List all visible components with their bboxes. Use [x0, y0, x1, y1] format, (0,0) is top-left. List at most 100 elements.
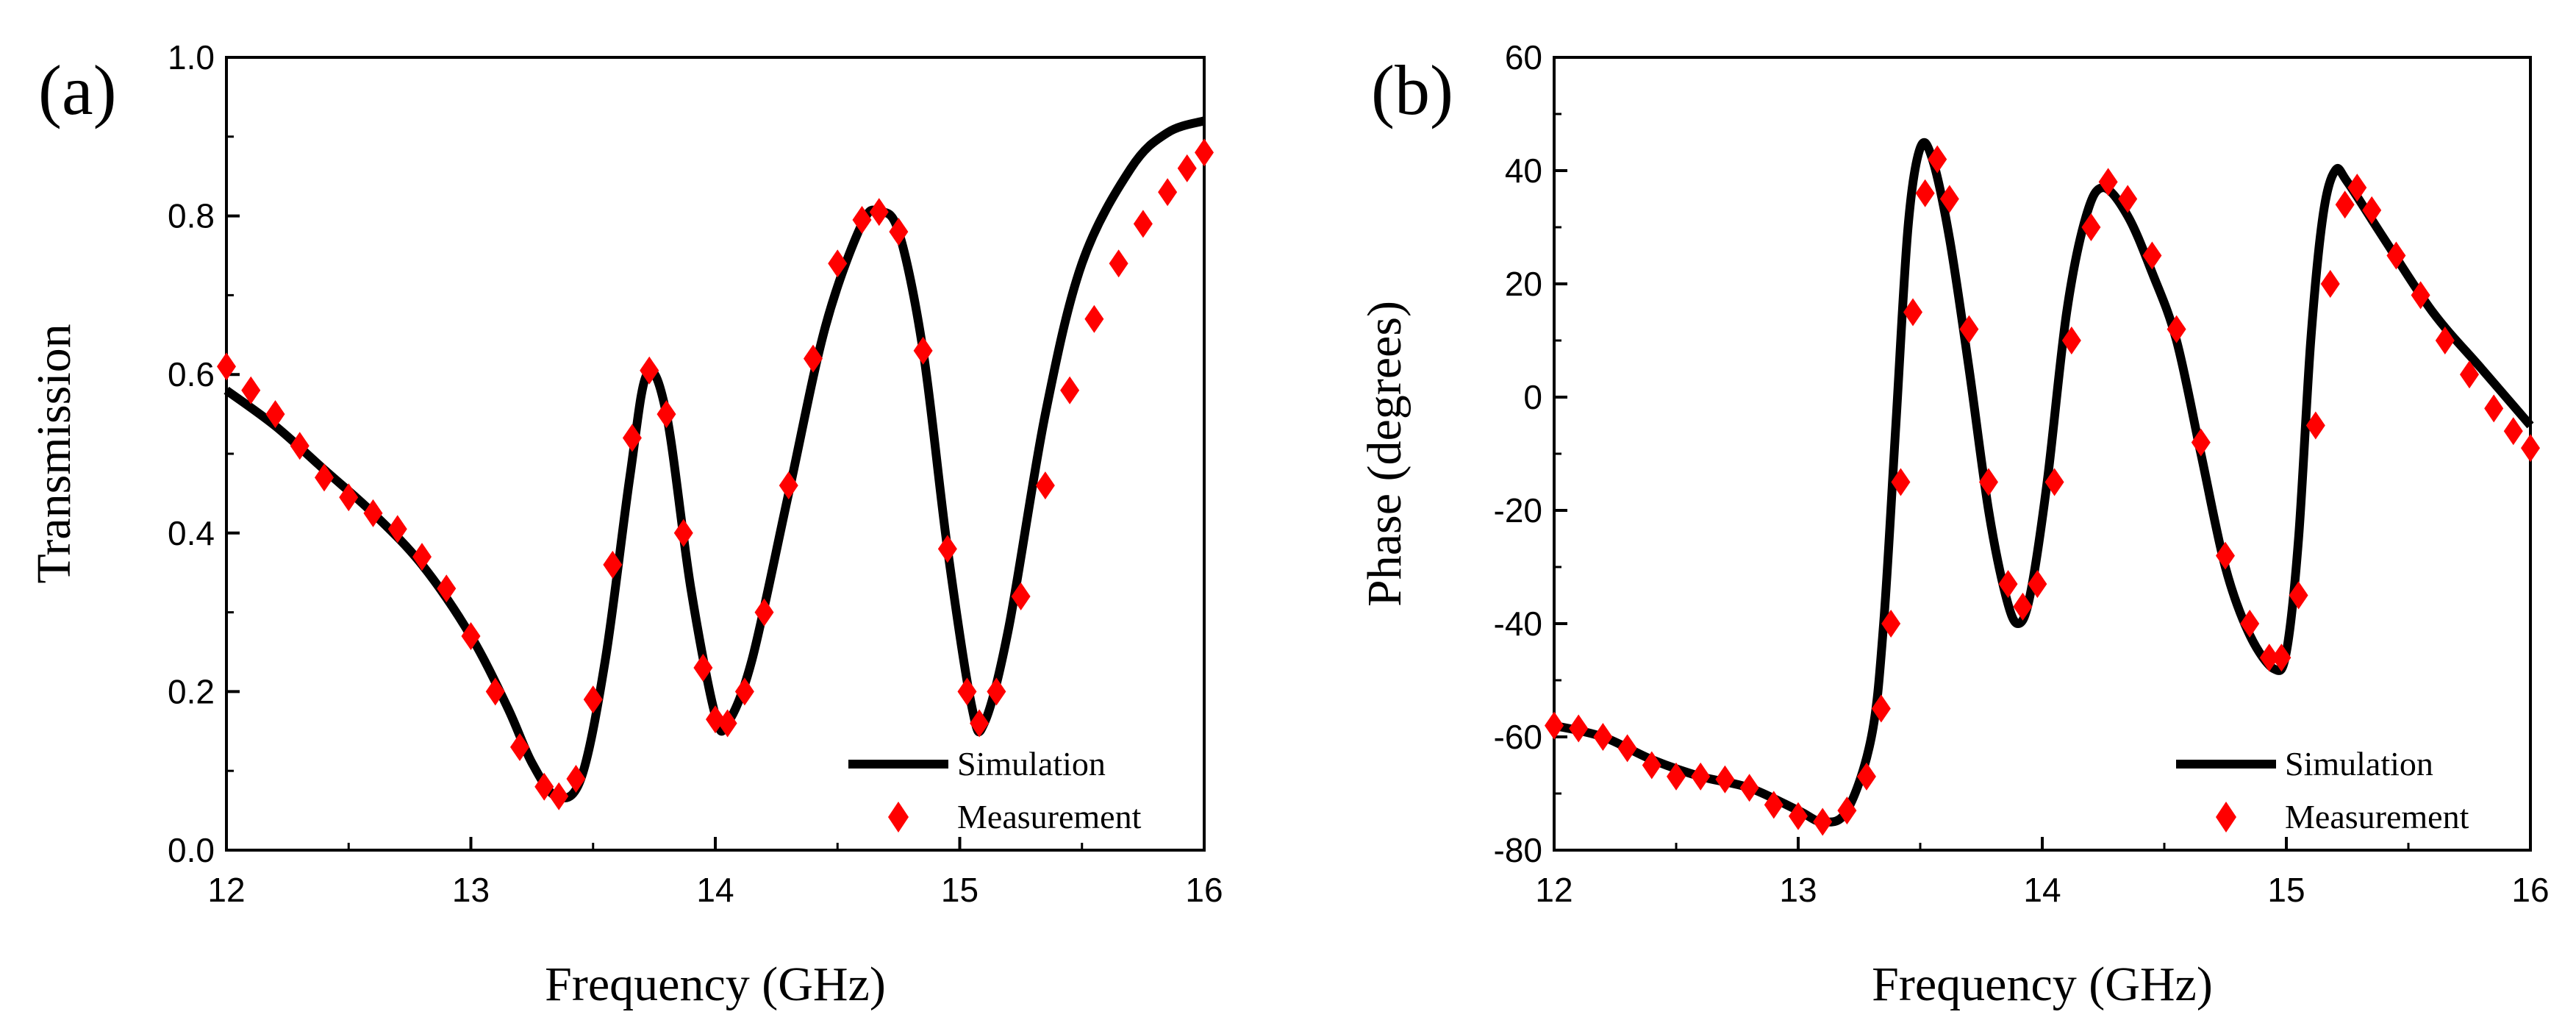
measurement-point: [2289, 581, 2308, 610]
measurement-point: [970, 709, 990, 738]
measurement-point: [2320, 270, 2340, 298]
x-tick-label: 16: [1185, 871, 1223, 909]
measurement-point: [549, 782, 569, 810]
measurement-point: [1109, 249, 1128, 278]
measurement-point: [1739, 774, 1759, 802]
measurement-point: [913, 336, 933, 365]
measurement-point: [2142, 241, 2162, 270]
measurement-point: [1789, 802, 1808, 830]
y-tick-label: -60: [1494, 718, 1542, 756]
chart-panel-a: (a) 12 13 14 15 16 0.0 0.2 0.4 0.6 0.8 1.0 Frequen…: [27, 38, 1223, 1011]
measurement-point: [1593, 723, 1613, 751]
legend-marker-measurement-b: [2216, 802, 2236, 832]
x-tick-label: 12: [207, 871, 245, 909]
measurement-point: [2435, 327, 2455, 354]
legend-a: Simulation Measurement: [848, 745, 1142, 835]
measurement-point: [2191, 428, 2211, 457]
y-tick-label: 0: [1523, 378, 1542, 416]
measurement-point: [583, 685, 603, 714]
measurement-point: [534, 772, 554, 801]
measurement-point: [2098, 168, 2118, 196]
series-line-simulation: [223, 116, 1206, 802]
measurement-point: [1871, 694, 1891, 723]
x-tick-label: 16: [2511, 871, 2549, 909]
series-line-simulation: [1553, 138, 2534, 827]
measurement-point: [2484, 394, 2504, 423]
measurement-point: [1928, 145, 1947, 174]
measurement-point: [1837, 796, 1857, 825]
measurement-point: [1545, 711, 1564, 740]
measurement-point: [265, 400, 285, 429]
measurement-point: [1158, 178, 1178, 207]
measurement-point: [718, 709, 737, 738]
y-tick-label: 0.2: [168, 672, 215, 710]
y-tick-label: 60: [1505, 38, 1542, 76]
y-tick-label: 0.4: [168, 514, 215, 552]
y-axis-label-a: Transmission: [27, 324, 81, 583]
measurement-point: [656, 400, 676, 429]
legend-b: Simulation Measurement: [2176, 745, 2469, 835]
x-tick-label: 13: [452, 871, 490, 909]
measurement-point: [2240, 610, 2260, 638]
x-axis-label-a: Frequency (GHz): [545, 958, 886, 1011]
y-tick-label: 20: [1505, 265, 1542, 303]
measurement-point: [1978, 468, 1998, 496]
measurement-point: [2411, 281, 2430, 310]
x-tick-label: 12: [1535, 871, 1573, 909]
measurement-point: [1035, 471, 1055, 500]
measurement-point: [1915, 179, 1935, 207]
legend-label-measurement-a: Measurement: [957, 798, 1142, 835]
measurement-point: [2362, 196, 2382, 224]
measurement-point: [2386, 241, 2406, 270]
x-tick-label: 14: [2023, 871, 2061, 909]
measurement-point: [2081, 213, 2101, 241]
x-tick-label: 14: [696, 871, 734, 909]
measurement-point: [217, 352, 236, 381]
measurement-point: [387, 515, 407, 543]
measurement-point: [1998, 570, 2018, 599]
measurement-point: [693, 654, 713, 682]
measurement-point: [673, 518, 693, 547]
y-tick-label: 0.8: [168, 197, 215, 235]
measurement-point: [1813, 807, 1833, 836]
measurement-point: [1764, 791, 1783, 819]
measurement-point: [779, 471, 798, 500]
measurement-point: [2335, 190, 2355, 219]
measurement-point: [290, 432, 310, 460]
measurement-point: [315, 463, 334, 492]
measurement-point: [1959, 315, 1979, 343]
measurement-point: [2216, 541, 2235, 570]
measurement-point: [1642, 751, 1661, 780]
measurement-point: [889, 218, 909, 246]
measurement-point: [1891, 468, 1911, 496]
measurement-point: [852, 205, 872, 234]
measurement-point: [828, 249, 848, 278]
x-axis-label-b: Frequency (GHz): [1872, 958, 2213, 1011]
measurement-point: [2028, 570, 2047, 599]
measurement-point: [2272, 643, 2291, 672]
legend-label-simulation-b: Simulation: [2285, 745, 2433, 782]
measurement-point: [869, 198, 889, 227]
measurement-point: [241, 376, 261, 404]
measurement-point: [2259, 643, 2279, 672]
measurement-point: [2460, 360, 2479, 389]
measurement-point: [363, 499, 383, 527]
measurement-point: [1177, 154, 1197, 182]
y-tick-label: 40: [1505, 151, 1542, 190]
measurement-point: [754, 598, 774, 627]
measurement-point: [1617, 734, 1637, 763]
measurement-point: [804, 344, 823, 373]
legend-label-simulation-a: Simulation: [957, 745, 1106, 782]
measurement-point: [2118, 185, 2138, 213]
legend-marker-measurement-a: [888, 802, 909, 832]
chart-panel-b: (b) 12 13 14 15 16 -80 -60 -40 -20 0 20 40 60 Freque…: [1358, 38, 2550, 1011]
measurement-point: [2013, 592, 2033, 621]
y-tick-label: 1.0: [168, 38, 215, 76]
measurement-point: [1903, 298, 1923, 327]
y-tick-label: 0.0: [168, 831, 215, 869]
measurement-point: [2167, 315, 2186, 343]
measurement-point: [734, 677, 754, 706]
measurement-point: [1569, 714, 1589, 743]
measurement-point: [1691, 762, 1711, 791]
